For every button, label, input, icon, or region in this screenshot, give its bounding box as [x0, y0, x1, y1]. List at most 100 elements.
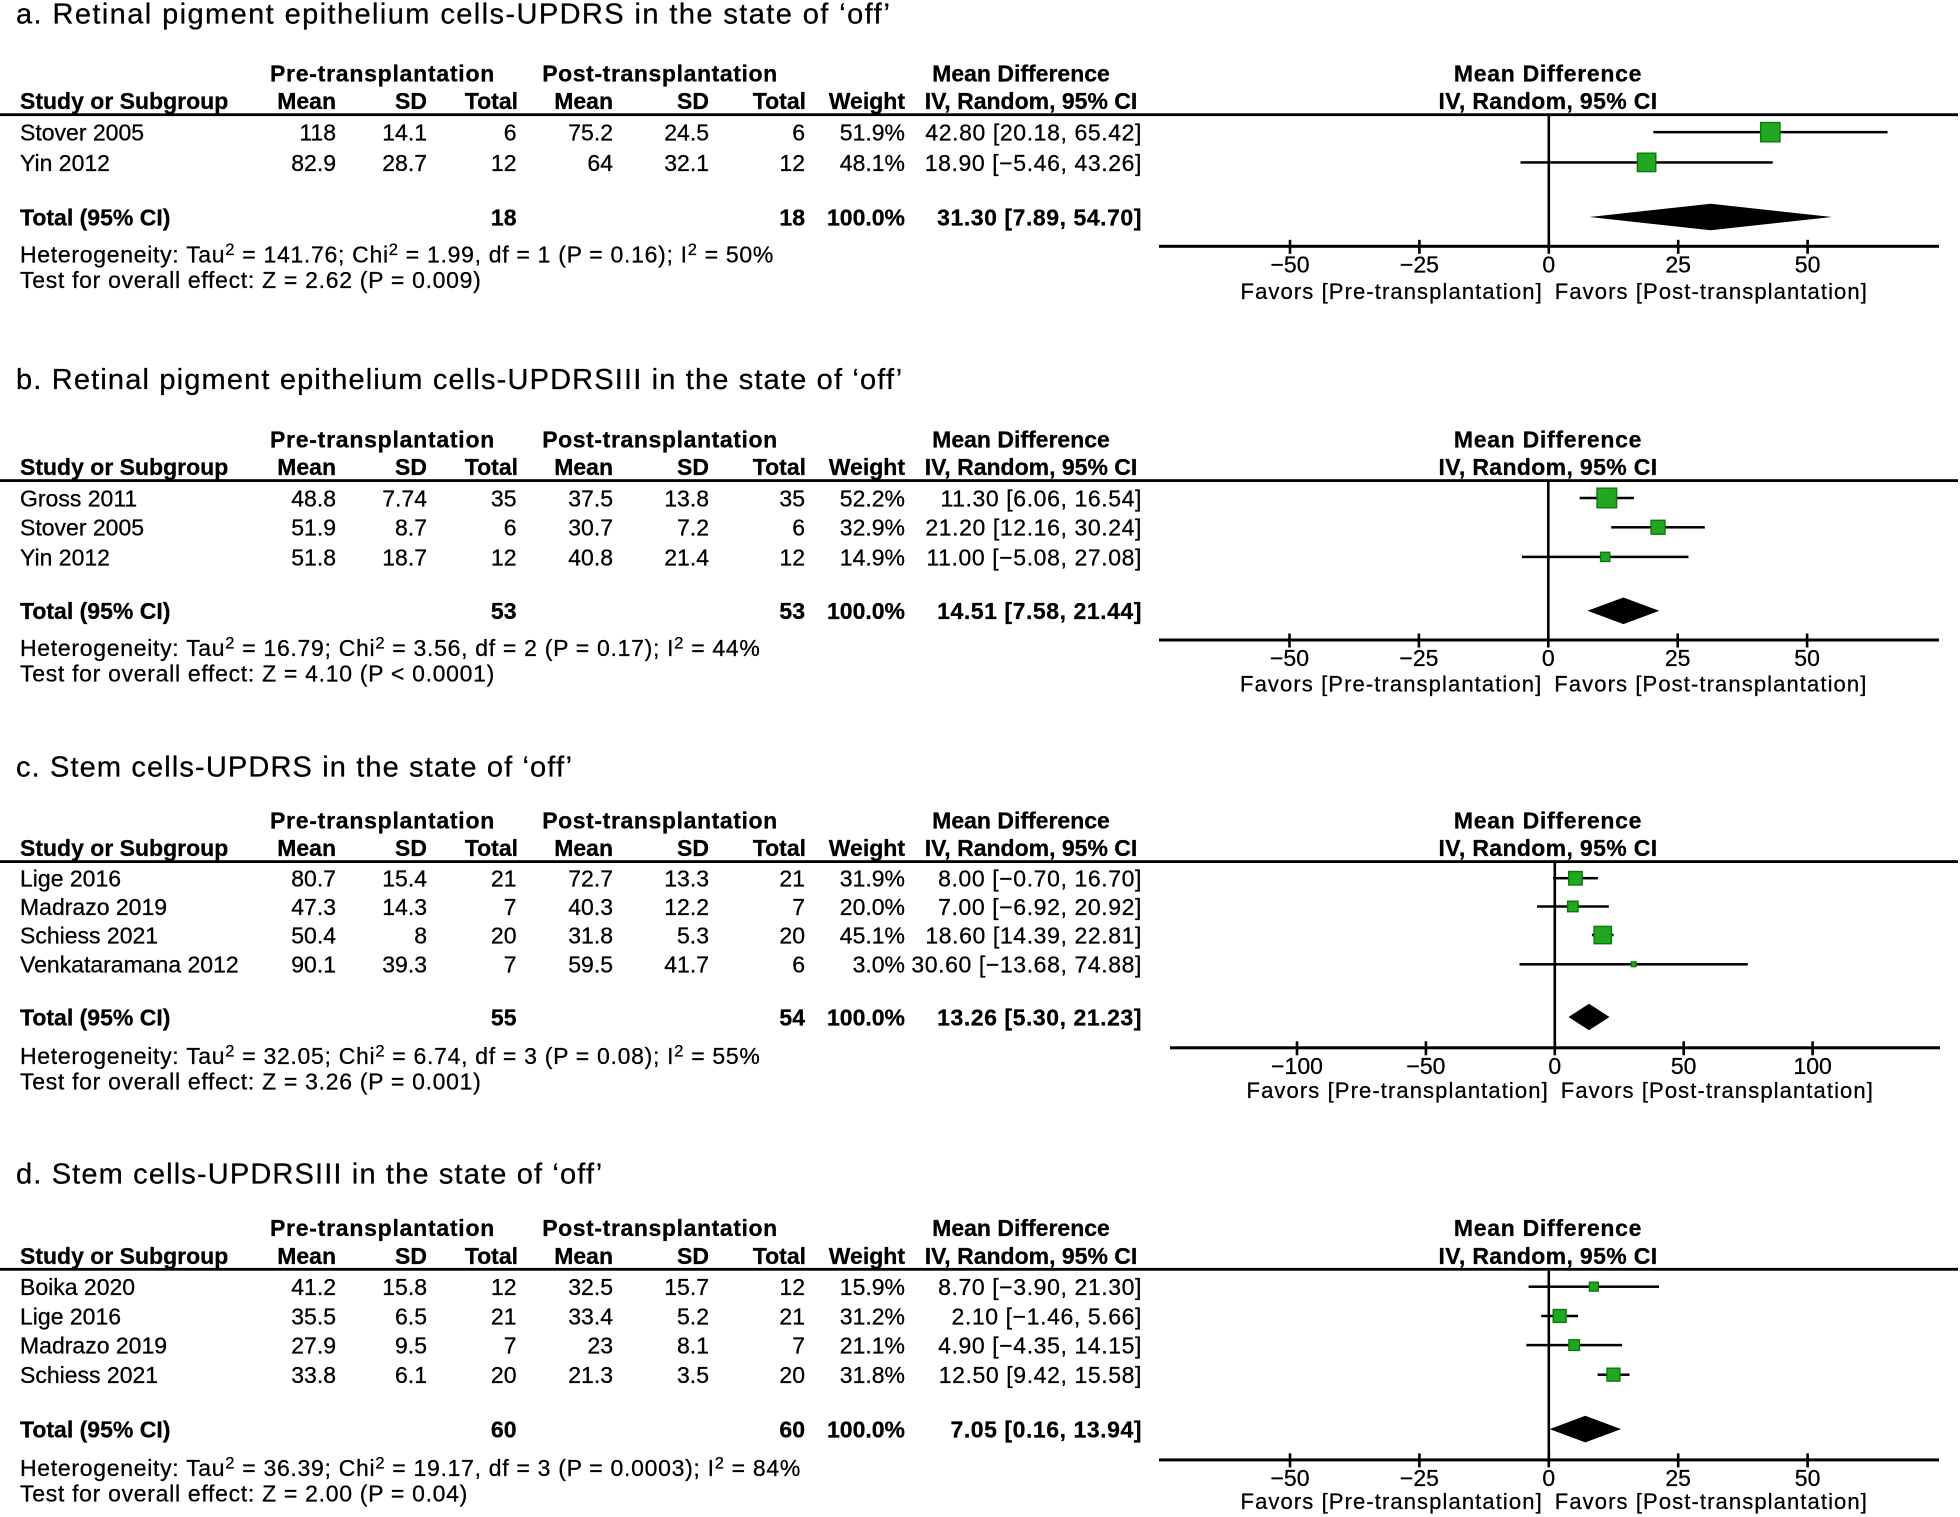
svg-text:51.9%: 51.9%	[840, 120, 905, 146]
svg-text:Lige 2016: Lige 2016	[20, 866, 121, 892]
svg-text:Heterogeneity: Tau2 = 36.39; C: Heterogeneity: Tau2 = 36.39; Chi2 = 19.1…	[20, 1454, 801, 1481]
svg-text:14.1: 14.1	[382, 120, 427, 146]
svg-text:50: 50	[1795, 1465, 1821, 1491]
svg-text:35.5: 35.5	[291, 1303, 336, 1329]
svg-text:48.1%: 48.1%	[840, 150, 905, 176]
svg-text:18.7: 18.7	[382, 544, 427, 570]
svg-text:60: 60	[491, 1417, 517, 1443]
svg-text:21.1%: 21.1%	[840, 1333, 905, 1359]
svg-text:Total: Total	[753, 835, 806, 861]
svg-text:20: 20	[491, 1362, 517, 1388]
svg-text:Mean: Mean	[277, 1243, 336, 1269]
svg-text:Mean: Mean	[277, 835, 336, 861]
svg-text:55: 55	[491, 1004, 517, 1030]
svg-text:8: 8	[414, 922, 427, 948]
svg-text:30.60 [−13.68, 74.88]: 30.60 [−13.68, 74.88]	[911, 952, 1142, 978]
svg-text:12: 12	[491, 1274, 517, 1300]
svg-text:18.60 [14.39, 22.81]: 18.60 [14.39, 22.81]	[925, 922, 1142, 948]
svg-text:25: 25	[1665, 1465, 1691, 1491]
svg-text:Heterogeneity: Tau2 = 32.05; C: Heterogeneity: Tau2 = 32.05; Chi2 = 6.74…	[20, 1042, 761, 1069]
svg-text:14.3: 14.3	[382, 894, 427, 920]
svg-text:SD: SD	[677, 454, 709, 480]
svg-text:Total: Total	[465, 1243, 518, 1269]
svg-text:48.8: 48.8	[291, 485, 336, 511]
svg-text:Mean Difference: Mean Difference	[1454, 61, 1642, 87]
svg-text:SD: SD	[677, 88, 709, 114]
svg-text:7.05 [0.16, 13.94]: 7.05 [0.16, 13.94]	[951, 1417, 1142, 1443]
svg-text:7: 7	[792, 894, 805, 920]
svg-text:2.10 [−1.46, 5.66]: 2.10 [−1.46, 5.66]	[952, 1303, 1142, 1329]
svg-text:Yin 2012: Yin 2012	[20, 544, 110, 570]
svg-text:12: 12	[779, 544, 805, 570]
svg-text:100: 100	[1793, 1053, 1831, 1079]
svg-text:18.90 [−5.46, 43.26]: 18.90 [−5.46, 43.26]	[925, 150, 1142, 176]
svg-text:Favors [Post-transplantation]: Favors [Post-transplantation]	[1561, 1078, 1874, 1103]
svg-text:21: 21	[779, 1303, 805, 1329]
svg-text:Test for overall effect: Z = 2: Test for overall effect: Z = 2.62 (P = 0…	[20, 267, 482, 293]
svg-text:100.0%: 100.0%	[827, 598, 905, 624]
svg-text:Mean Difference: Mean Difference	[1454, 426, 1642, 452]
svg-text:6: 6	[792, 120, 805, 146]
svg-text:Schiess 2021: Schiess 2021	[20, 1362, 158, 1388]
svg-text:50: 50	[1794, 645, 1820, 671]
svg-text:59.5: 59.5	[568, 952, 613, 978]
svg-text:50.4: 50.4	[291, 922, 336, 948]
svg-text:20: 20	[779, 922, 805, 948]
svg-text:−25: −25	[1399, 645, 1438, 671]
svg-text:Pre-transplantation: Pre-transplantation	[270, 426, 495, 452]
svg-text:SD: SD	[677, 835, 709, 861]
svg-text:Mean: Mean	[277, 88, 336, 114]
svg-text:6.1: 6.1	[395, 1362, 427, 1388]
svg-text:33.8: 33.8	[291, 1362, 336, 1388]
svg-text:Madrazo 2019: Madrazo 2019	[20, 1333, 167, 1359]
svg-text:IV, Random, 95% CI: IV, Random, 95% CI	[925, 1243, 1138, 1269]
svg-text:Post-transplantation: Post-transplantation	[542, 426, 778, 452]
svg-text:SD: SD	[677, 1243, 709, 1269]
svg-text:−25: −25	[1400, 1465, 1439, 1491]
svg-text:6: 6	[792, 952, 805, 978]
svg-text:25: 25	[1665, 252, 1691, 278]
svg-text:Study or Subgroup: Study or Subgroup	[20, 454, 228, 480]
svg-text:52.2%: 52.2%	[840, 485, 905, 511]
svg-text:7: 7	[504, 894, 517, 920]
svg-text:6.5: 6.5	[395, 1303, 427, 1329]
svg-text:32.1: 32.1	[664, 150, 709, 176]
svg-text:15.7: 15.7	[664, 1274, 709, 1300]
svg-text:Mean: Mean	[554, 835, 613, 861]
svg-text:−100: −100	[1271, 1053, 1323, 1079]
svg-text:Favors [Pre-transplantation]: Favors [Pre-transplantation]	[1241, 279, 1543, 304]
svg-text:Study or Subgroup: Study or Subgroup	[20, 88, 228, 114]
svg-text:21.3: 21.3	[568, 1362, 613, 1388]
svg-text:21: 21	[779, 866, 805, 892]
svg-text:Pre-transplantation: Pre-transplantation	[270, 1215, 495, 1241]
svg-text:IV, Random, 95% CI: IV, Random, 95% CI	[1439, 88, 1658, 114]
svg-text:b. Retinal pigment epithelium: b. Retinal pigment epithelium cells-UPDR…	[16, 364, 903, 396]
svg-text:32.9%: 32.9%	[840, 515, 905, 541]
svg-text:14.9%: 14.9%	[840, 544, 905, 570]
svg-text:Mean Difference: Mean Difference	[932, 1215, 1110, 1241]
svg-text:Total: Total	[465, 835, 518, 861]
svg-text:−50: −50	[1270, 252, 1309, 278]
svg-text:21.20 [12.16, 30.24]: 21.20 [12.16, 30.24]	[925, 515, 1142, 541]
svg-text:Lige 2016: Lige 2016	[20, 1303, 121, 1329]
svg-text:51.8: 51.8	[291, 544, 336, 570]
svg-text:4.90 [−4.35, 14.15]: 4.90 [−4.35, 14.15]	[938, 1333, 1142, 1359]
svg-text:20.0%: 20.0%	[840, 894, 905, 920]
svg-text:25: 25	[1665, 645, 1691, 671]
svg-text:7.74: 7.74	[382, 485, 427, 511]
svg-text:12.50 [9.42, 15.58]: 12.50 [9.42, 15.58]	[939, 1362, 1142, 1388]
svg-text:21: 21	[491, 866, 517, 892]
svg-text:−25: −25	[1400, 252, 1439, 278]
svg-text:31.8%: 31.8%	[840, 1362, 905, 1388]
svg-text:Weight: Weight	[829, 88, 906, 114]
svg-text:Mean: Mean	[277, 454, 336, 480]
svg-text:7.00 [−6.92, 20.92]: 7.00 [−6.92, 20.92]	[938, 894, 1142, 920]
svg-text:118: 118	[299, 120, 336, 146]
svg-text:8.70 [−3.90, 21.30]: 8.70 [−3.90, 21.30]	[938, 1274, 1142, 1300]
svg-text:20: 20	[779, 1362, 805, 1388]
svg-text:42.80 [20.18, 65.42]: 42.80 [20.18, 65.42]	[925, 120, 1142, 146]
svg-text:Favors [Post-transplantation]: Favors [Post-transplantation]	[1555, 1489, 1868, 1514]
svg-text:Mean Difference: Mean Difference	[932, 807, 1110, 833]
svg-text:Weight: Weight	[829, 835, 906, 861]
svg-text:Mean: Mean	[554, 88, 613, 114]
